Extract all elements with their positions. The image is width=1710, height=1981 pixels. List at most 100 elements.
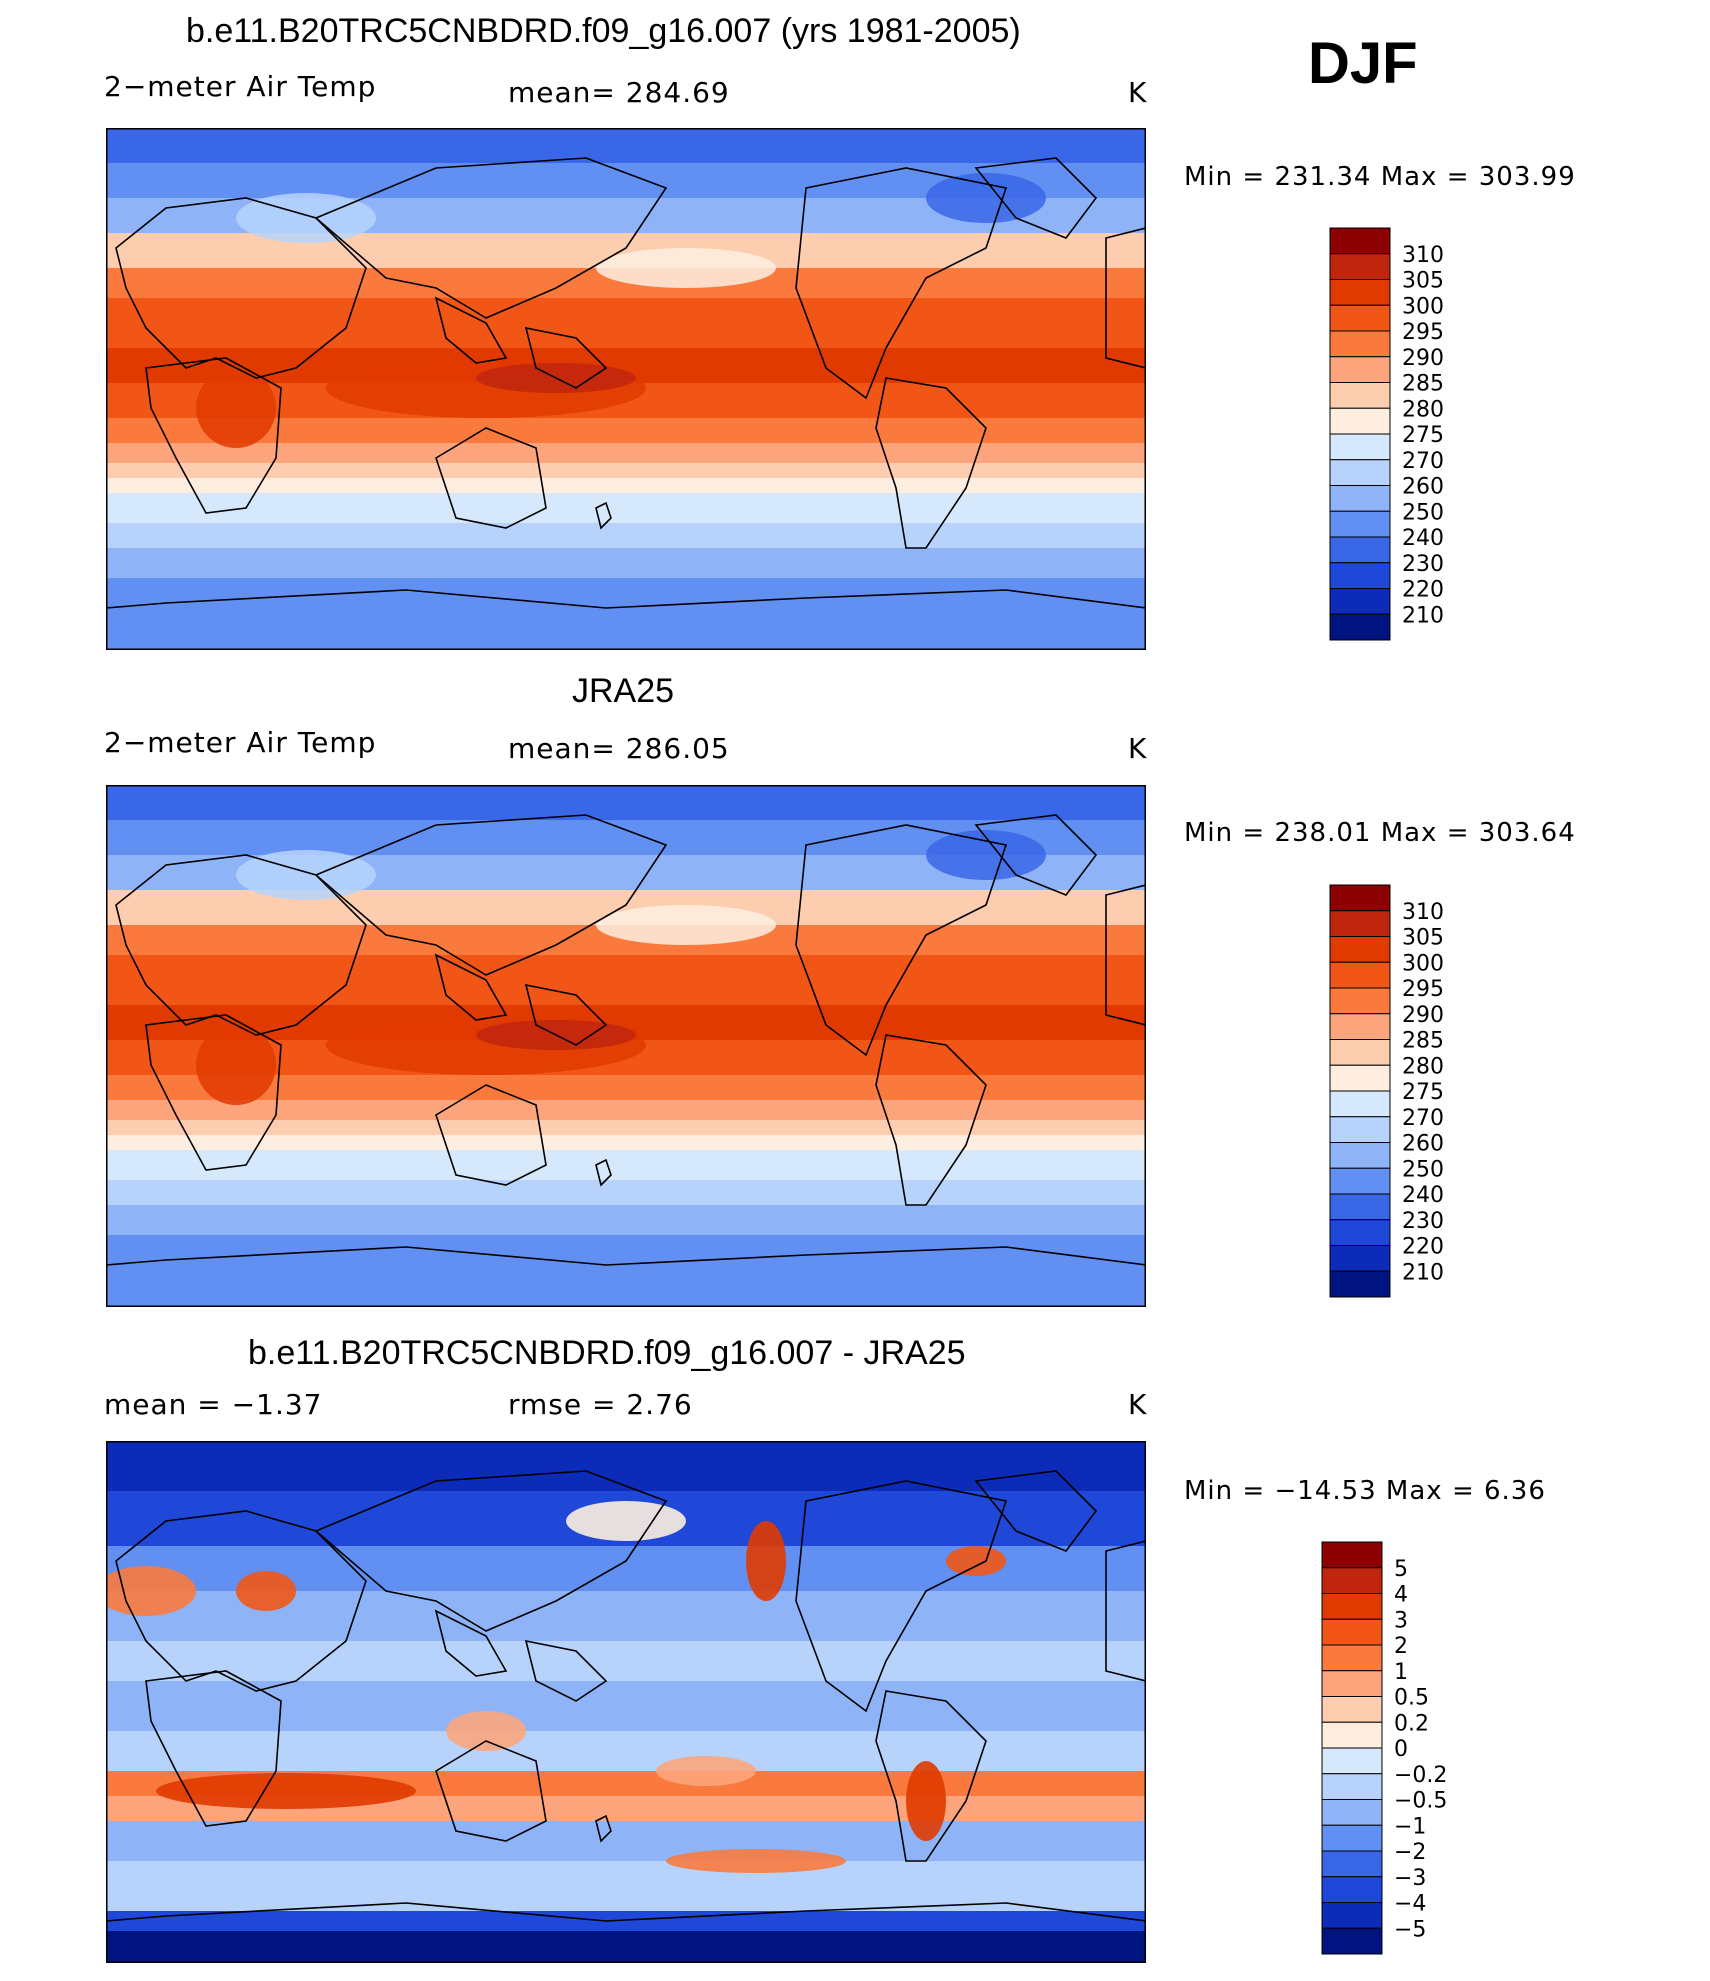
coastline [1105, 884, 1146, 1026]
colorbar-swatch [1321, 1541, 1383, 1569]
anomaly-blob [236, 1571, 296, 1611]
coastline [595, 1158, 612, 1187]
colorbar-swatch [1329, 407, 1391, 435]
map-frame [106, 785, 1146, 1307]
colorbar-swatch [1329, 433, 1391, 461]
colorbar-tick-label: 2 [1394, 1634, 1408, 1659]
coastline [595, 501, 612, 530]
panel-1-mean-label: mean= 284.69 [508, 76, 730, 109]
colorbar-tick-label: 5 [1394, 1557, 1408, 1582]
colorbar-swatch [1329, 1270, 1391, 1298]
coastline [314, 814, 668, 976]
panel-1-map [106, 128, 1146, 650]
colorbar-tick-label: 275 [1402, 423, 1444, 448]
field-band [106, 1100, 1146, 1121]
field-band [106, 478, 1146, 494]
colorbar-tick-label: 210 [1402, 603, 1444, 628]
colorbar-tick-label: −0.2 [1394, 1763, 1447, 1788]
colorbar-tick-label: 0 [1394, 1737, 1408, 1762]
colorbar-tick-label: 280 [1402, 1054, 1444, 1079]
colorbar-tick-label: 270 [1402, 449, 1444, 474]
colorbar-swatch [1329, 936, 1391, 963]
colorbar-swatch [1329, 588, 1391, 615]
field-band [106, 1681, 1146, 1732]
field-blob [926, 830, 1046, 880]
field-blob [196, 1025, 276, 1105]
colorbar-swatch [1321, 1850, 1383, 1878]
field-band [106, 463, 1146, 479]
field-band [106, 493, 1146, 524]
colorbar-swatch [1321, 1696, 1383, 1723]
colorbar-swatch [1321, 1593, 1383, 1620]
colorbar-swatch [1329, 1245, 1391, 1272]
panel-2-unit-label: K [1128, 732, 1148, 765]
coastline [314, 1470, 668, 1632]
colorbar-swatch [1321, 1799, 1383, 1826]
coastline [1105, 227, 1146, 369]
field-band [106, 1235, 1146, 1307]
colorbar-swatch [1329, 1013, 1391, 1040]
field-band [106, 523, 1146, 549]
colorbar-tick-label: 285 [1402, 1029, 1444, 1054]
field-band [106, 1821, 1146, 1862]
coastline [875, 1690, 987, 1862]
colorbar-swatch [1329, 510, 1391, 538]
colorbar-swatch [1321, 1902, 1383, 1929]
coastline [875, 377, 987, 549]
colorbar-swatch [1329, 884, 1391, 912]
field-band [106, 1911, 1146, 1932]
field-band [106, 443, 1146, 464]
coastline [145, 1670, 282, 1827]
field-blob [926, 173, 1046, 223]
coastline [145, 357, 282, 514]
panel-3-title: b.e11.B20TRC5CNBDRD.f09_g16.007 - JRA25 [248, 1334, 966, 1372]
coastline [524, 983, 608, 1046]
colorbar-tick-label: −4 [1394, 1892, 1426, 1917]
colorbar-tick-label: 300 [1402, 951, 1444, 976]
anomaly-blob [746, 1521, 786, 1601]
coastline [115, 1510, 367, 1692]
coastline [795, 824, 1008, 1057]
panel-3-minmax: Min = −14.53 Max = 6.36 [1184, 1476, 1546, 1506]
colorbar-swatch [1329, 330, 1391, 358]
coastline [435, 1084, 547, 1186]
coastline [875, 1034, 987, 1206]
anomaly-blob [946, 1546, 1006, 1576]
coastline [795, 1480, 1008, 1713]
map-frame [106, 1441, 1146, 1963]
colorbar-swatch [1329, 1064, 1391, 1092]
colorbar-swatch [1321, 1927, 1383, 1955]
panel-2-map [106, 785, 1146, 1307]
panel-3-rmse-label: rmse = 2.76 [508, 1388, 693, 1421]
colorbar-tick-label: 0.2 [1394, 1711, 1429, 1736]
field-band [106, 955, 1146, 1006]
panel-3-mean-label: mean = −1.37 [104, 1388, 323, 1421]
colorbar-tick-label: 275 [1402, 1080, 1444, 1105]
coastline [434, 953, 508, 1021]
coastline [314, 157, 668, 319]
field-band [106, 1441, 1146, 1492]
colorbar-swatch [1321, 1567, 1383, 1594]
colorbar-tick-label: −5 [1394, 1917, 1426, 1942]
colorbar-swatch [1329, 356, 1391, 383]
field-band [106, 785, 1146, 821]
colorbar-tick-label: −0.5 [1394, 1789, 1447, 1814]
colorbar-tick-label: 260 [1402, 1132, 1444, 1157]
colorbar-swatch [1321, 1824, 1383, 1852]
colorbar-tick-label: 305 [1402, 269, 1444, 294]
colorbar-tick-label: 270 [1402, 1106, 1444, 1131]
field-band [106, 548, 1146, 579]
field-band [106, 298, 1146, 349]
coastline [106, 1902, 1146, 1963]
coastline [115, 854, 367, 1036]
colorbar-swatch [1321, 1773, 1383, 1800]
colorbar-swatch [1329, 279, 1391, 306]
colorbar-swatch [1329, 987, 1391, 1015]
field-blob [196, 368, 276, 448]
coastline [106, 589, 1146, 650]
field-blob [596, 248, 776, 288]
colorbar-swatch [1329, 253, 1391, 280]
colorbar-tick-label: 310 [1402, 900, 1444, 925]
colorbar-swatch [1329, 613, 1391, 641]
colorbar-swatch [1321, 1670, 1383, 1697]
